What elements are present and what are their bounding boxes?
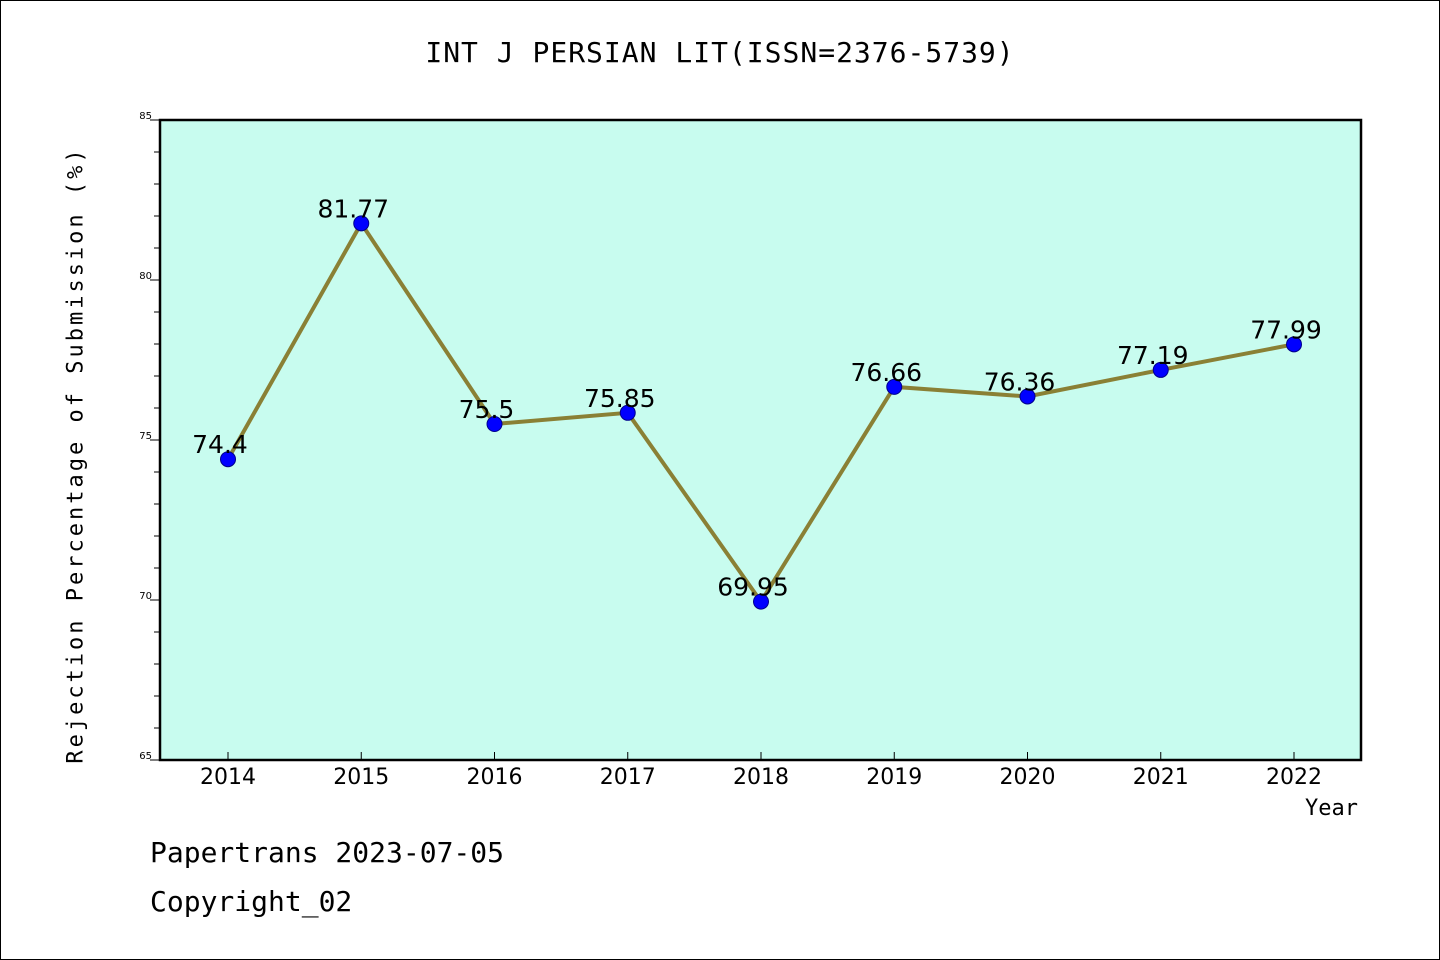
data-label: 69.95 <box>717 573 789 602</box>
footer-date: Papertrans 2023-07-05 <box>150 836 505 869</box>
data-label: 76.36 <box>984 367 1056 396</box>
x-tick-label: 2019 <box>866 765 922 790</box>
x-tick-label: 2018 <box>733 765 789 790</box>
x-tick-label: 2014 <box>200 765 256 790</box>
x-axis: 2014 2015 2016 2017 2018 2019 2020 2021 2022 <box>200 752 1322 790</box>
y-tick-label: 80 <box>139 271 152 282</box>
y-tick-label: 75 <box>139 431 152 442</box>
data-point <box>619 404 636 421</box>
x-tick-label: 2015 <box>333 765 389 790</box>
y-tick-label: 85 <box>139 111 152 122</box>
data-label: 81.77 <box>317 194 389 223</box>
data-label: 76.66 <box>850 358 922 387</box>
plot-border <box>158 118 1363 762</box>
x-axis-label: Year <box>1305 796 1358 821</box>
data-point <box>886 378 903 395</box>
data-labels-group: 74.4 81.77 75.5 75.85 69.95 76.66 76.36 77.19 77… <box>192 194 1322 601</box>
series-group <box>220 215 1302 610</box>
footer-copyright: Copyright_02 <box>150 885 353 918</box>
data-point <box>753 593 769 610</box>
x-tick-label: 2020 <box>1000 765 1056 790</box>
y-tick-label: 65 <box>139 751 152 762</box>
data-label: 75.5 <box>459 395 515 424</box>
data-label: 77.99 <box>1250 315 1322 344</box>
data-point <box>486 416 503 432</box>
y-tick-label: 70 <box>139 591 152 602</box>
x-tick-label: 2016 <box>467 765 523 790</box>
y-axis: 65 70 75 80 85 <box>139 111 160 762</box>
data-point <box>1019 388 1036 405</box>
x-tick-label: 2021 <box>1133 765 1189 790</box>
data-point <box>1152 361 1169 378</box>
data-label: 74.4 <box>192 430 248 459</box>
data-point <box>220 451 236 468</box>
data-point <box>1286 336 1302 353</box>
chart-title: INT J PERSIAN LIT(ISSN=2376-5739) <box>425 36 1015 69</box>
x-tick-label: 2022 <box>1266 765 1322 790</box>
data-label: 77.19 <box>1117 341 1189 370</box>
data-label: 75.85 <box>584 384 656 413</box>
data-point <box>353 215 370 232</box>
x-tick-label: 2017 <box>600 765 656 790</box>
